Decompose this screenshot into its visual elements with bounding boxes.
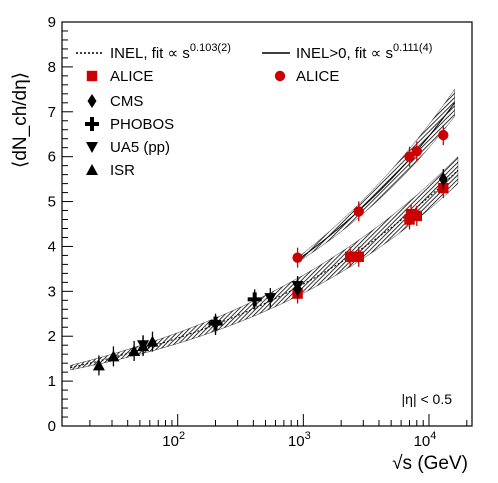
phobos-point <box>247 292 262 307</box>
x-tick-label: 103 <box>288 430 311 450</box>
legend-alice-inel-gt0-swatch <box>274 70 286 82</box>
legend: INEL, fit ∝ s0.103(2) INEL>0, fit ∝ s0.11… <box>76 42 432 179</box>
data-markers <box>92 125 449 376</box>
ua5-pp-point <box>209 320 222 331</box>
inel-fit-line <box>70 169 459 369</box>
plot-area <box>61 21 473 427</box>
isr-point <box>137 340 150 352</box>
legend-phobos-label: PHOBOS <box>110 116 174 133</box>
legend-cms-swatch <box>87 94 97 108</box>
x-axis-label: √s (GeV) <box>392 453 468 474</box>
ua5-pp-point <box>264 293 277 305</box>
y-tick-label: 9 <box>48 14 56 31</box>
inel-gt0-fit-line <box>297 102 456 261</box>
legend-alice-inel-label: ALICE <box>110 68 153 85</box>
cms-point <box>438 172 448 187</box>
isr-point <box>107 350 120 362</box>
legend-phobos-swatch <box>85 117 99 131</box>
legend-isr-swatch <box>86 164 98 175</box>
alice-inel-0-point <box>404 151 415 162</box>
eta-range-annotation: |η| < 0.5 <box>402 391 453 407</box>
axes: 0 1 2 3 4 5 6 7 8 9 102 103 104 <box>48 14 468 450</box>
alice-inel-point <box>344 251 356 262</box>
legend-isr-label: ISR <box>110 162 135 179</box>
alice-inel-point <box>405 208 417 220</box>
y-tick-label: 7 <box>48 104 56 121</box>
y-axis-label: ⟨dN_ch/dη⟩ <box>10 72 31 168</box>
legend-alice-inel-swatch <box>86 70 98 82</box>
y-tick-label: 2 <box>48 328 56 345</box>
alice-inel-0-point <box>411 146 423 157</box>
y-tick-label: 5 <box>48 194 56 211</box>
isr-point <box>128 345 141 357</box>
legend-alice-inel-gt0-label: ALICE <box>296 68 339 85</box>
y-tick-label: 0 <box>48 418 56 435</box>
x-tick-label: 104 <box>414 430 437 450</box>
legend-ua5-swatch <box>86 142 98 153</box>
alice-inel-0-point <box>353 206 364 217</box>
legend-cms-label: CMS <box>110 93 143 110</box>
inel-fit-band <box>70 156 459 371</box>
y-tick-label: 4 <box>48 238 56 255</box>
isr-point <box>146 335 159 347</box>
fit-bands <box>70 88 459 371</box>
alice-inel-point <box>411 210 423 222</box>
alice-inel-point <box>353 251 364 262</box>
ua5-pp-point <box>291 280 304 292</box>
y-tick-label: 1 <box>48 373 56 390</box>
legend-inel-label: INEL, fit ∝ s0.103(2) <box>110 42 231 62</box>
isr-point <box>92 359 105 371</box>
alice-inel-0-point <box>292 252 303 263</box>
alice-inel-point <box>404 214 415 225</box>
legend-ua5-label: UA5 (pp) <box>110 139 170 156</box>
x-tick-label: 102 <box>162 430 185 450</box>
y-tick-label: 6 <box>48 149 56 166</box>
alice-inel-0-point <box>438 129 449 141</box>
y-tick-label: 8 <box>48 59 56 76</box>
legend-inel-gt0-label: INEL>0, fit ∝ s0.111(4) <box>296 42 432 62</box>
inel-gt0-fit-band <box>297 88 455 263</box>
y-tick-label: 3 <box>48 283 56 300</box>
